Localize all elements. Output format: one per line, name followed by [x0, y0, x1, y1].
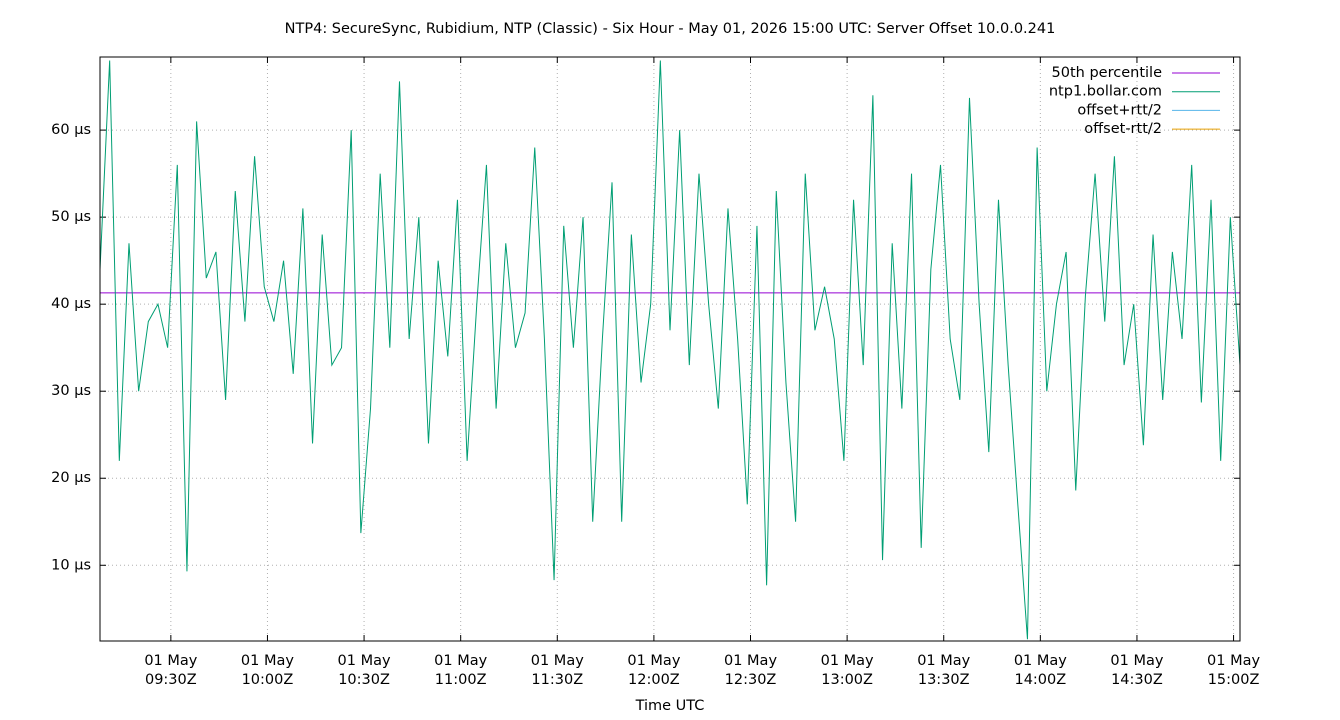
- legend-label: offset-rtt/2: [1084, 121, 1162, 137]
- x-tick-label: 10:00Z: [242, 672, 294, 688]
- x-tick-label: 01 May: [1110, 653, 1163, 669]
- plot-border: [99, 56, 1241, 642]
- x-tick-label: 01 May: [338, 653, 391, 669]
- y-tick-label: 30 µs: [51, 383, 91, 399]
- x-tick-label: 01 May: [1014, 653, 1067, 669]
- x-tick-label: 01 May: [821, 653, 874, 669]
- x-tick-label: 09:30Z: [145, 672, 197, 688]
- legend-label: 50th percentile: [1052, 65, 1163, 81]
- x-tick-label: 13:00Z: [821, 672, 873, 688]
- legend-label: offset+rtt/2: [1077, 102, 1162, 118]
- y-tick-label: 20 µs: [51, 470, 91, 486]
- x-tick-label: 01 May: [241, 653, 294, 669]
- x-tick-label: 15:00Z: [1208, 672, 1260, 688]
- x-tick-label: 11:30Z: [531, 672, 583, 688]
- x-axis-label: Time UTC: [635, 698, 705, 714]
- y-tick-label: 50 µs: [51, 209, 91, 225]
- legend-label: ntp1.bollar.com: [1049, 84, 1162, 100]
- x-tick-label: 11:00Z: [435, 672, 487, 688]
- x-tick-label: 12:00Z: [628, 672, 680, 688]
- x-tick-label: 01 May: [1207, 653, 1260, 669]
- y-tick-label: 10 µs: [51, 557, 91, 573]
- series-line: [99, 60, 1241, 640]
- y-tick-label: 40 µs: [51, 296, 91, 312]
- x-tick-label: 01 May: [434, 653, 487, 669]
- x-tick-label: 12:30Z: [725, 672, 777, 688]
- x-tick-label: 01 May: [531, 653, 584, 669]
- y-tick-label: 60 µs: [51, 122, 91, 138]
- x-tick-label: 01 May: [917, 653, 970, 669]
- x-tick-label: 01 May: [724, 653, 777, 669]
- x-tick-label: 13:30Z: [918, 672, 970, 688]
- x-tick-label: 01 May: [627, 653, 680, 669]
- chart-title: NTP4: SecureSync, Rubidium, NTP (Classic…: [285, 21, 1056, 37]
- x-tick-label: 14:00Z: [1014, 672, 1066, 688]
- x-tick-label: 10:30Z: [338, 672, 390, 688]
- x-tick-label: 14:30Z: [1111, 672, 1163, 688]
- x-tick-label: 01 May: [144, 653, 197, 669]
